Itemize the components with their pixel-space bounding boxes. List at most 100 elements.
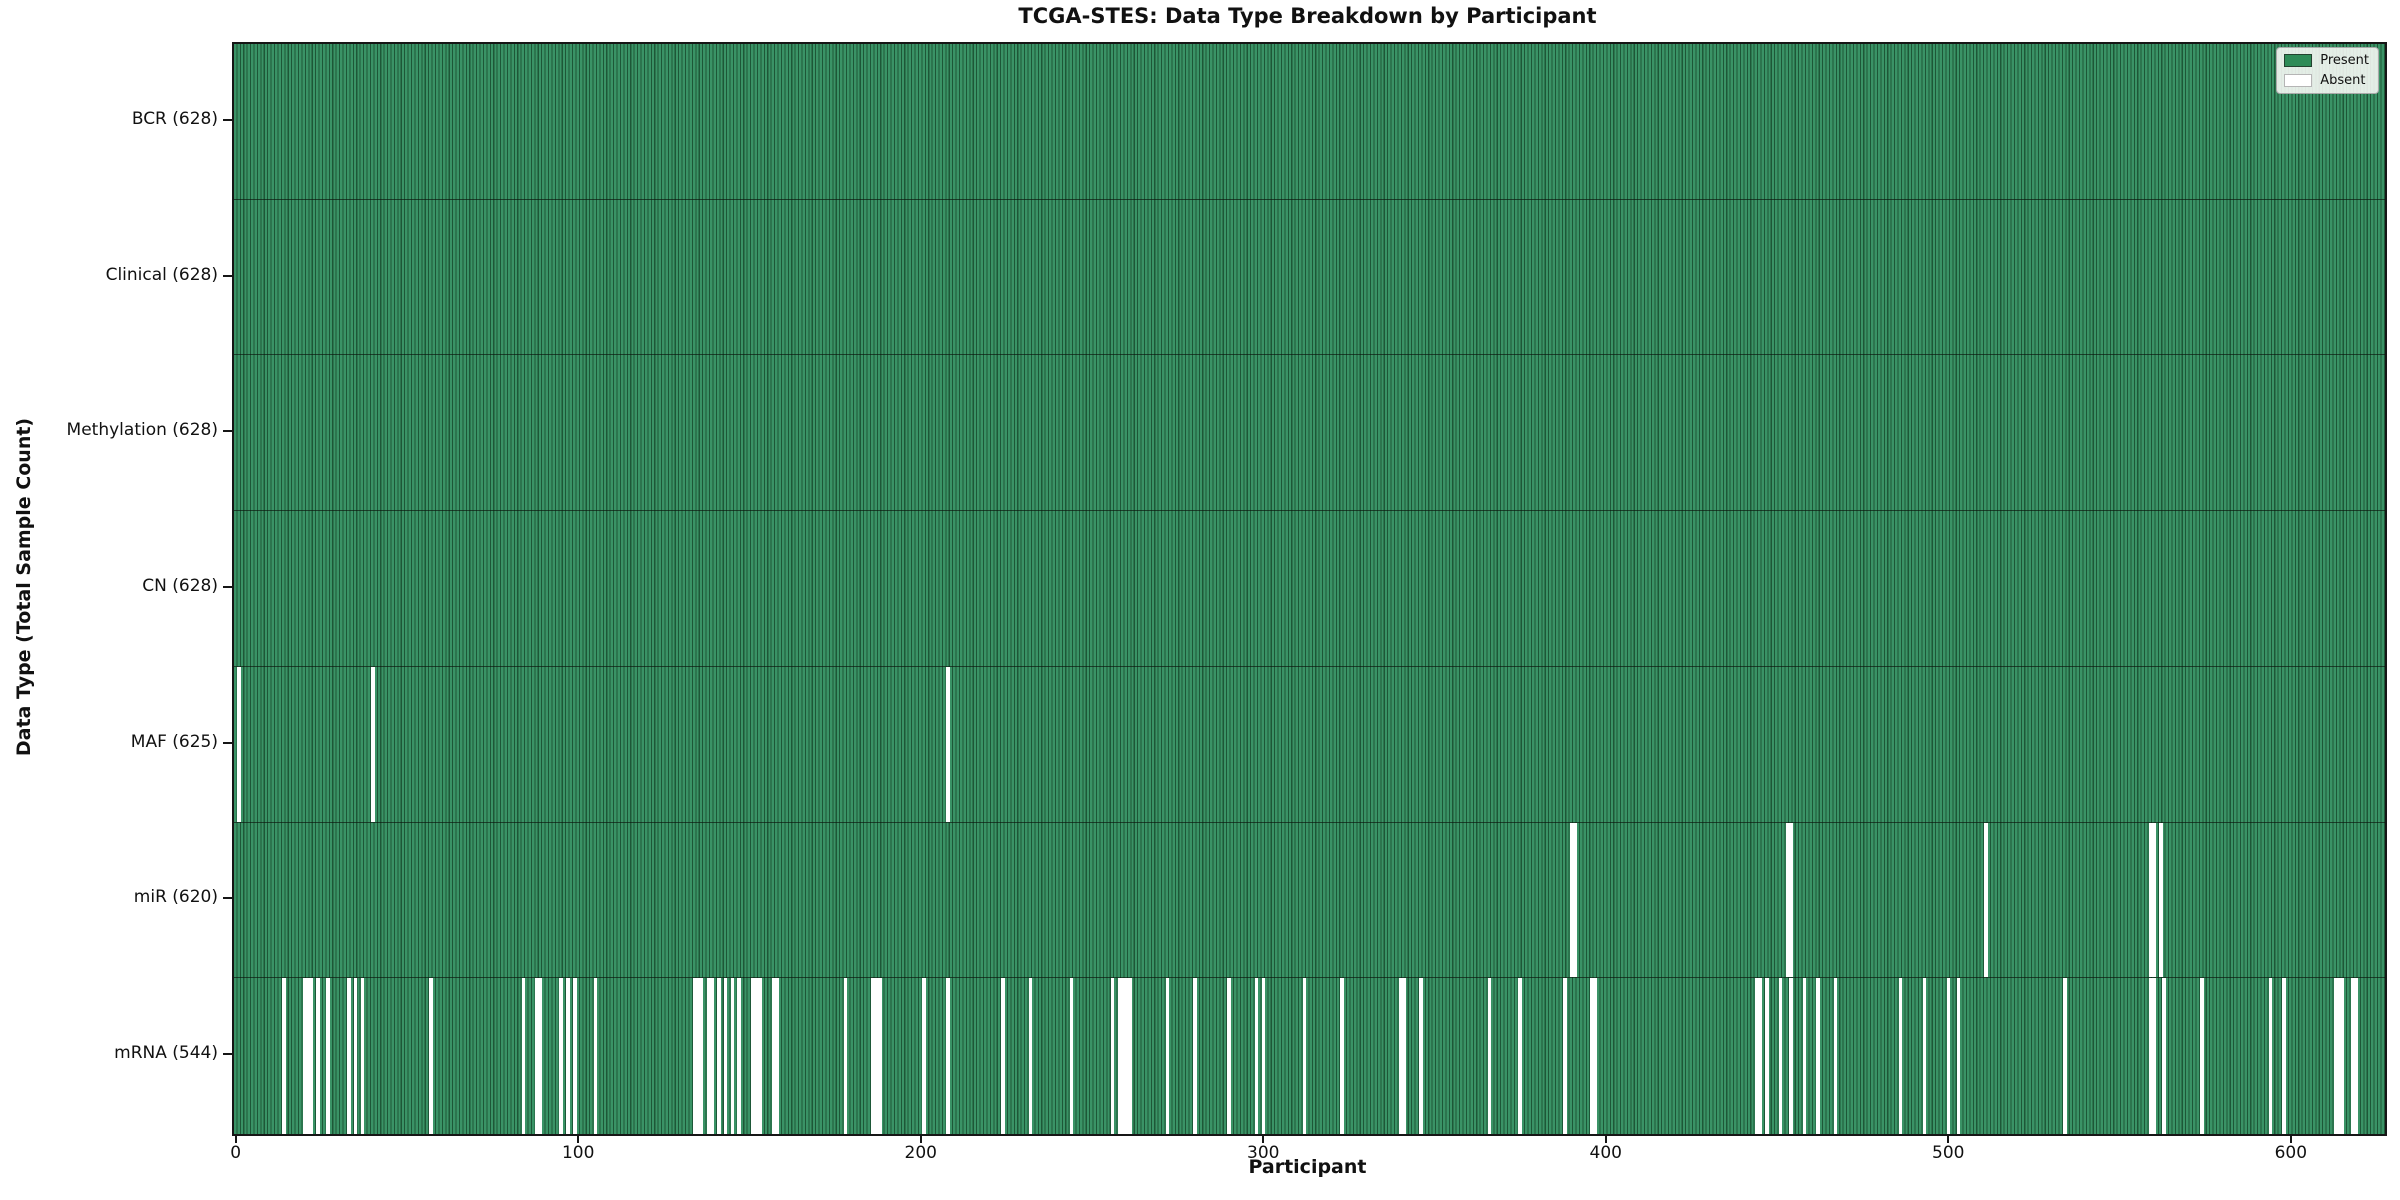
- absent-gap: [559, 978, 563, 1134]
- absent-gap: [2158, 822, 2163, 978]
- absent-gap: [281, 978, 286, 1134]
- absent-gap: [877, 978, 882, 1134]
- absent-gap: [2152, 822, 2156, 978]
- absent-gap: [1165, 978, 1170, 1134]
- y-tick-mark: [223, 1053, 232, 1056]
- absent-gap: [316, 978, 320, 1134]
- legend-swatch-absent-icon: [2284, 74, 2313, 87]
- absent-gap: [1569, 822, 1574, 978]
- absent-gap: [1340, 978, 1344, 1134]
- absent-gap: [1590, 978, 1594, 1134]
- absent-gap: [2333, 978, 2338, 1134]
- x-tick-mark: [2289, 1134, 2292, 1143]
- absent-gap: [1124, 978, 1129, 1134]
- absent-gap: [699, 978, 704, 1134]
- absent-gap: [429, 978, 433, 1134]
- absent-gap: [2148, 822, 2153, 978]
- y-tick-mark: [223, 897, 232, 900]
- absent-gap: [692, 978, 697, 1134]
- row-band-cn: [234, 511, 2385, 667]
- absent-gap: [1001, 978, 1005, 1134]
- absent-gap: [758, 978, 762, 1134]
- x-tick-label: 100: [561, 1143, 595, 1163]
- absent-gap: [1562, 978, 1567, 1134]
- absent-gap: [326, 978, 331, 1134]
- legend-label-absent: Absent: [2320, 73, 2366, 88]
- absent-gap: [2268, 978, 2273, 1134]
- x-tick-mark: [234, 1134, 237, 1143]
- absent-gap: [706, 978, 711, 1134]
- absent-gap: [1946, 978, 1951, 1134]
- absent-gap: [1398, 978, 1403, 1134]
- absent-gap: [1765, 978, 1769, 1134]
- chart-title: TCGA-STES: Data Type Breakdown by Partic…: [1018, 4, 1597, 28]
- absent-gap: [723, 978, 728, 1134]
- absent-gap: [1127, 978, 1132, 1134]
- absent-gap: [730, 978, 735, 1134]
- absent-gap: [2200, 978, 2204, 1134]
- absent-gap: [771, 978, 776, 1134]
- absent-gap: [696, 978, 700, 1134]
- absent-gap: [1984, 822, 1988, 978]
- absent-gap: [2337, 978, 2341, 1134]
- absent-gap: [1117, 978, 1122, 1134]
- x-tick-mark: [1947, 1134, 1950, 1143]
- absent-gap: [1922, 978, 1927, 1134]
- absent-gap: [1573, 822, 1577, 978]
- absent-gap: [1254, 978, 1259, 1134]
- y-tick-label: Methylation (628): [66, 420, 218, 441]
- y-tick-mark: [223, 118, 232, 121]
- x-tick-label: 400: [1589, 1143, 1622, 1163]
- absent-gap: [566, 978, 570, 1134]
- absent-gap: [946, 666, 951, 822]
- absent-gap: [2063, 978, 2067, 1134]
- absent-gap: [573, 978, 577, 1134]
- absent-gap: [2282, 978, 2286, 1134]
- absent-gap: [1227, 978, 1231, 1134]
- absent-gap: [751, 978, 755, 1134]
- x-tick-label: 300: [1247, 1143, 1280, 1163]
- y-tick-mark: [223, 586, 232, 588]
- absent-gap: [874, 978, 879, 1134]
- y-tick-mark: [223, 274, 232, 277]
- y-tick-label: CN (628): [142, 576, 218, 596]
- absent-gap: [1802, 978, 1807, 1134]
- absent-gap: [1487, 978, 1492, 1134]
- absent-gap: [1028, 978, 1033, 1134]
- absent-gap: [302, 978, 307, 1134]
- x-tick-label: 500: [1932, 1143, 1965, 1163]
- absent-gap: [1754, 978, 1759, 1134]
- absent-gap: [1110, 978, 1115, 1134]
- absent-gap: [1261, 978, 1266, 1134]
- absent-gap: [2162, 978, 2166, 1134]
- y-tick-label: MAF (625): [130, 731, 218, 752]
- absent-gap: [1593, 978, 1598, 1134]
- absent-gap: [1785, 822, 1790, 978]
- y-tick-label: mRNA (544): [114, 1043, 218, 1064]
- y-tick-label: miR (620): [133, 887, 218, 908]
- row-band-maf: [234, 666, 2385, 823]
- absent-gap: [360, 978, 365, 1134]
- legend: Present Absent: [2276, 47, 2379, 94]
- absent-gap: [2354, 978, 2358, 1134]
- absent-gap: [1833, 978, 1838, 1134]
- absent-gap: [237, 666, 242, 822]
- absent-gap: [716, 978, 721, 1134]
- absent-gap: [353, 978, 358, 1134]
- absent-gap: [754, 978, 759, 1134]
- absent-gap: [535, 978, 539, 1134]
- legend-label-present: Present: [2320, 53, 2369, 68]
- y-tick-label: Clinical (628): [105, 264, 218, 285]
- absent-gap: [1956, 978, 1961, 1134]
- legend-item-absent: Absent: [2284, 73, 2369, 88]
- row-band-bcr: [234, 44, 2385, 200]
- absent-gap: [538, 978, 543, 1134]
- absent-gap: [2340, 978, 2345, 1134]
- absent-gap: [946, 978, 951, 1134]
- row-band-mir: [234, 822, 2385, 979]
- row-band-clinical: [234, 199, 2385, 356]
- x-tick-label: 200: [904, 1143, 937, 1163]
- absent-gap: [775, 978, 779, 1134]
- absent-gap: [309, 978, 313, 1134]
